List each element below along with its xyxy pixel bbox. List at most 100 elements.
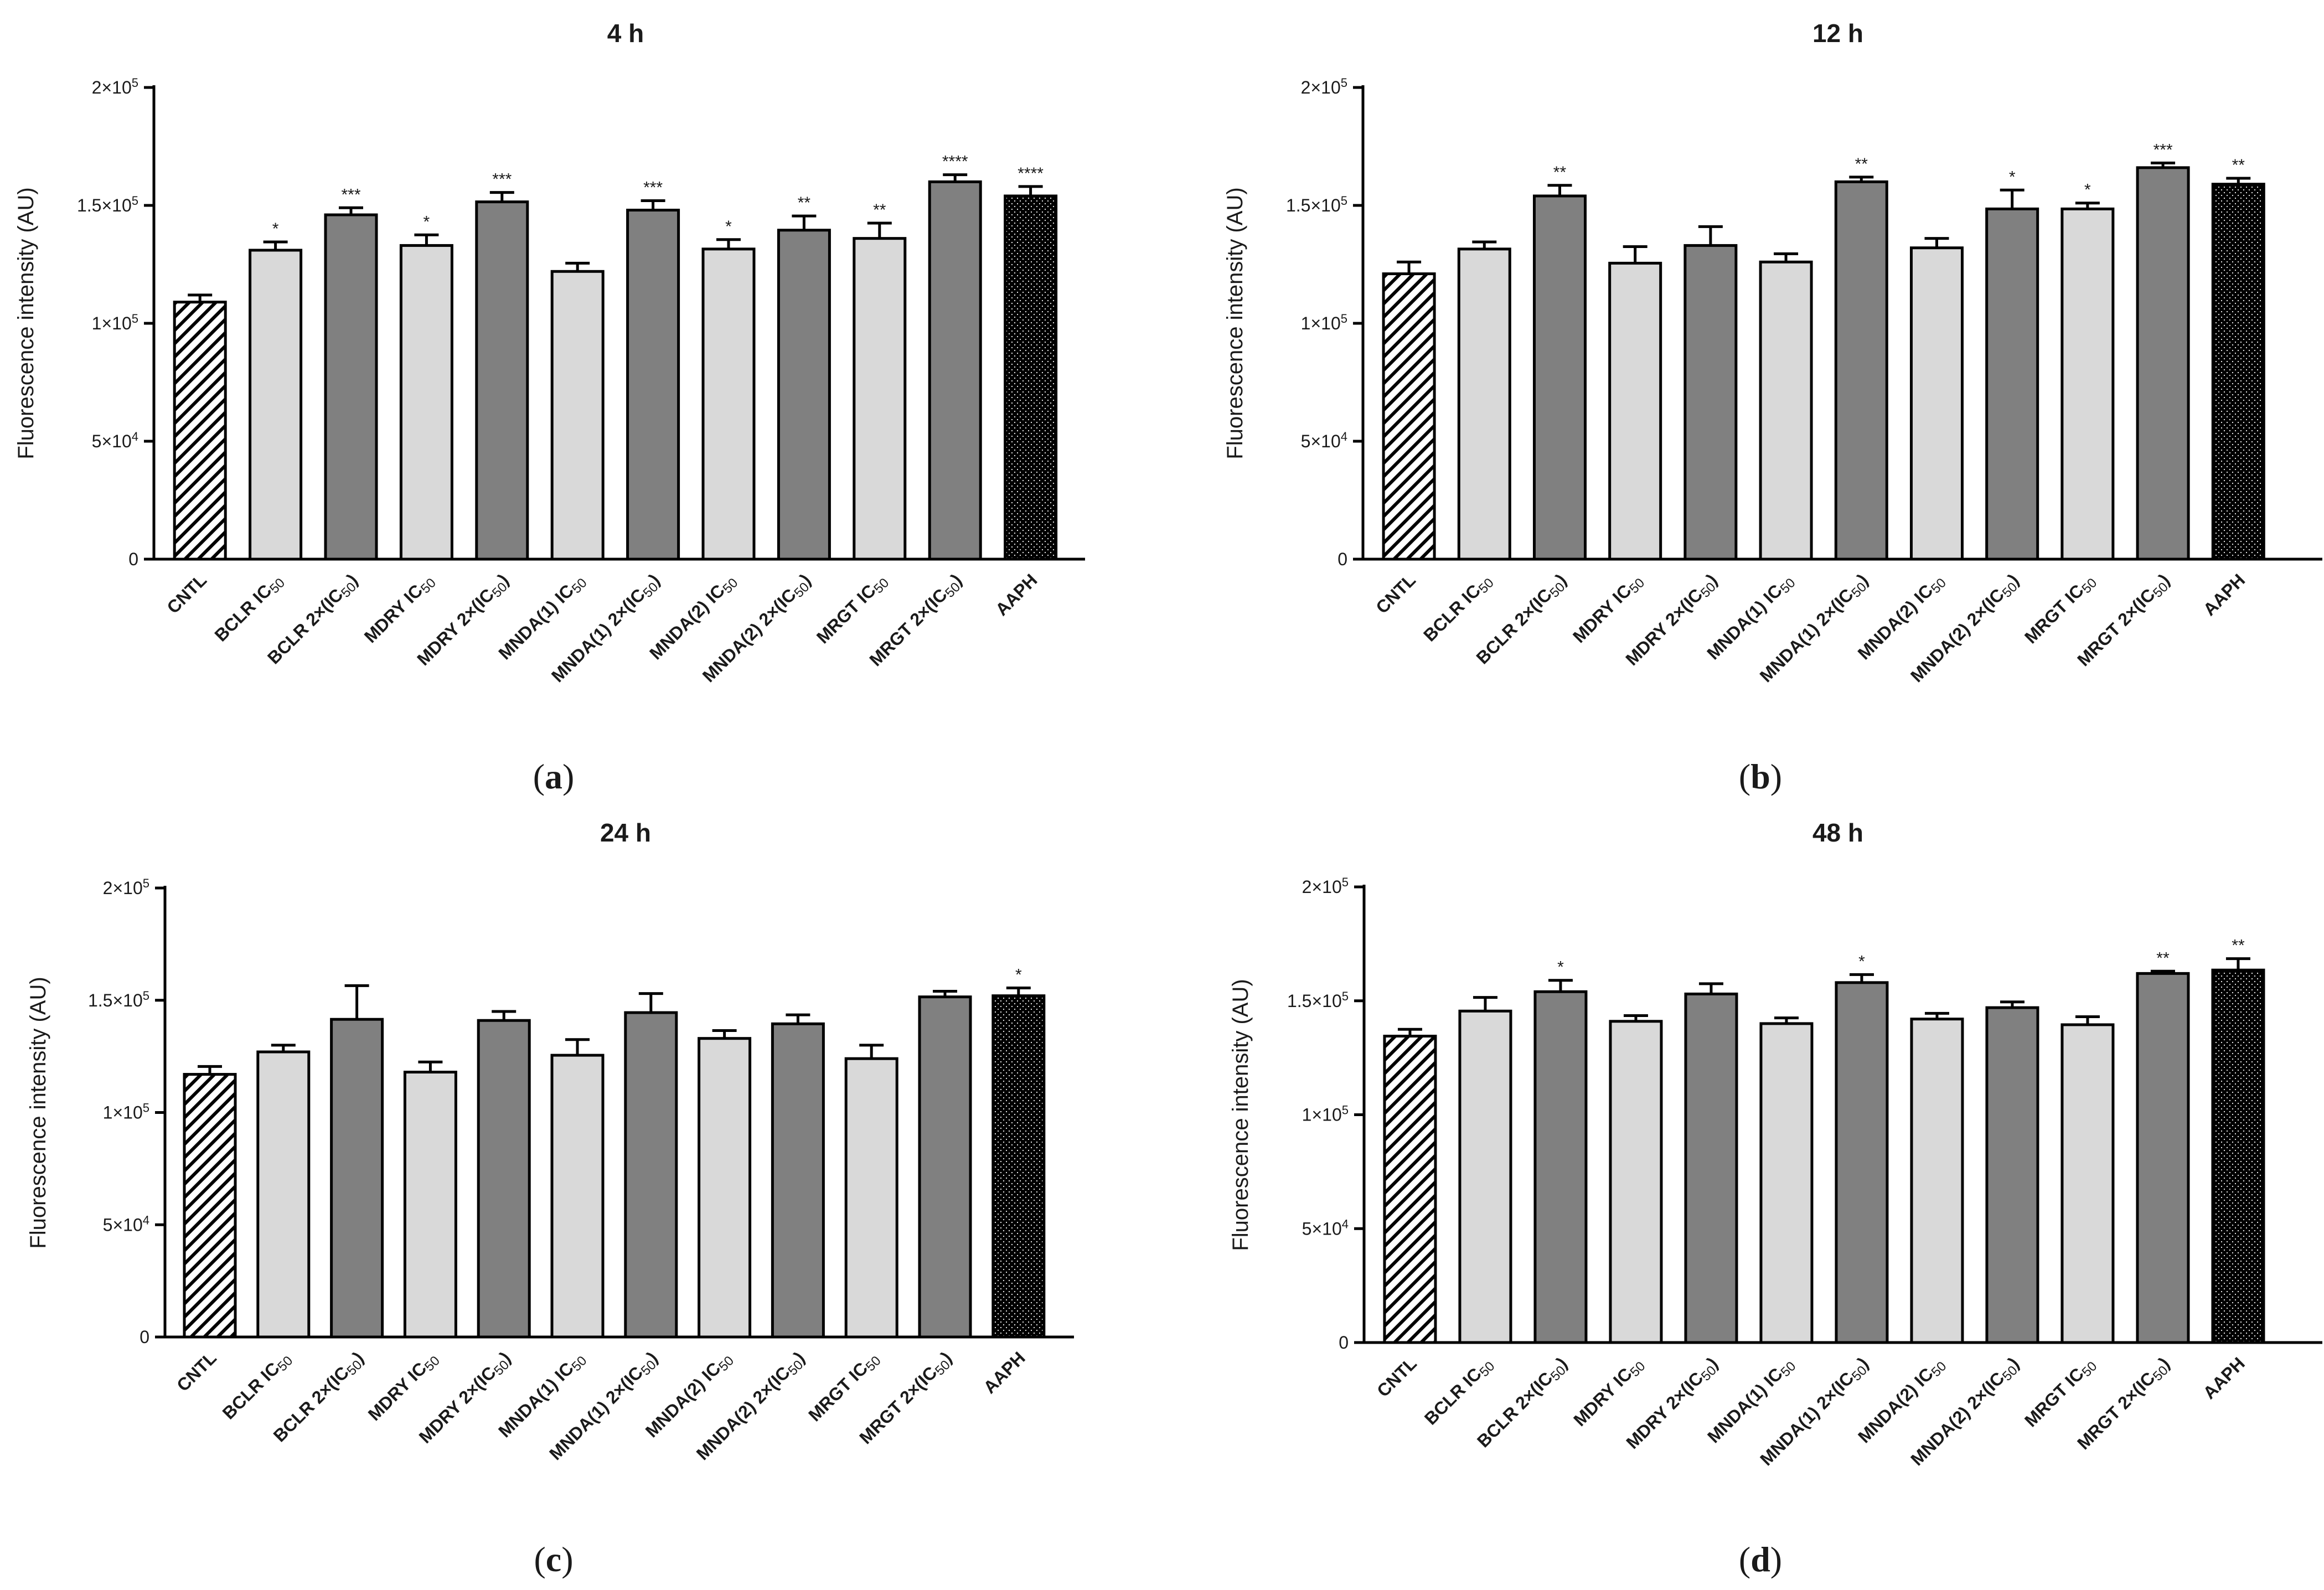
chart-panel-d: 48 h Fluorescence intensity (AU) CNTLBCLR … xyxy=(1228,818,2322,1579)
significance-marker: *** xyxy=(341,185,360,204)
y-tick-label: 1×105 xyxy=(92,312,138,334)
y-tick-label: 1.5×105 xyxy=(1286,194,1347,216)
bar xyxy=(1985,1006,2039,1344)
bar xyxy=(1835,981,1889,1344)
significance-marker: * xyxy=(2084,181,2091,199)
y-tick-label: 0 xyxy=(1337,549,1347,569)
category-label: AAPH xyxy=(979,1348,1029,1397)
bar xyxy=(853,237,907,561)
error-bar xyxy=(2151,161,2176,168)
error-bar xyxy=(2226,177,2251,184)
significance-marker: ** xyxy=(2232,156,2245,174)
bar xyxy=(1533,990,1588,1344)
category-label: BCLR IC50 xyxy=(210,570,288,647)
error-bar xyxy=(565,1038,590,1056)
chart-panel-a: 4 h Fluorescence intensity (AU) CNTL * BCLR … xyxy=(14,19,1085,796)
bar xyxy=(403,1071,457,1339)
panel-letter: (a) xyxy=(533,757,575,796)
significance-marker: * xyxy=(1015,966,1022,984)
significance-marker: *** xyxy=(2153,141,2173,159)
bar xyxy=(991,994,1046,1339)
error-bar xyxy=(792,214,817,230)
bar xyxy=(918,995,972,1339)
error-bar xyxy=(271,1044,296,1052)
category-label: MDRY IC50 xyxy=(360,570,439,648)
significance-marker: * xyxy=(272,220,279,238)
bar xyxy=(256,1050,311,1339)
error-bar xyxy=(492,1010,517,1021)
category-label: MRGT IC50 xyxy=(804,1348,884,1427)
error-bar xyxy=(1006,986,1031,996)
significance-marker: ** xyxy=(1553,163,1567,182)
significance-marker: * xyxy=(424,213,430,231)
significance-marker: ** xyxy=(873,201,886,219)
y-tick-label: 2×105 xyxy=(1301,76,1347,98)
significance-marker: * xyxy=(1557,958,1564,977)
category-label: CNTL xyxy=(173,1348,220,1395)
significance-marker: ** xyxy=(798,194,811,212)
panel-title: 12 h xyxy=(1812,19,1863,48)
bar xyxy=(928,180,982,561)
category-label: CNTL xyxy=(1373,1353,1421,1401)
error-bar xyxy=(867,221,892,239)
category-label: CNTL xyxy=(163,570,210,617)
error-bar xyxy=(1397,260,1422,274)
bar xyxy=(249,249,303,561)
error-bar xyxy=(1698,225,1723,246)
y-axis-label: Fluorescence intensity (AU) xyxy=(1228,979,1253,1251)
bar xyxy=(1004,194,1058,561)
category-label: CNTL xyxy=(1372,570,1419,617)
significance-marker: *** xyxy=(492,171,512,189)
significance-marker: * xyxy=(2009,168,2016,186)
error-bar xyxy=(2225,957,2250,970)
error-bar xyxy=(943,173,968,182)
bar xyxy=(550,270,605,561)
y-tick-label: 2×105 xyxy=(92,76,138,98)
significance-marker: *** xyxy=(643,178,663,197)
bar xyxy=(475,200,529,561)
error-bar xyxy=(786,1013,810,1024)
category-label: BCLR IC50 xyxy=(219,1348,296,1425)
chart-panel-b: 12 h Fluorescence intensity (AU) CNTLBCLR … xyxy=(1223,19,2322,796)
y-tick-label: 1.5×105 xyxy=(77,194,138,216)
y-tick-label: 1×105 xyxy=(1301,312,1347,334)
bar xyxy=(624,1011,678,1339)
y-tick-label: 1.5×105 xyxy=(88,988,149,1010)
error-bar xyxy=(933,990,958,997)
bar xyxy=(2060,1023,2115,1344)
category-label: MRGT IC50 xyxy=(2021,1353,2100,1432)
panel-title: 24 h xyxy=(600,818,651,847)
error-bar xyxy=(641,199,665,210)
y-tick-label: 2×105 xyxy=(103,876,149,899)
category-label: MRGT IC50 xyxy=(2021,570,2100,649)
bar xyxy=(1910,1018,1964,1344)
error-bar xyxy=(1774,252,1799,262)
category-label: MDRY IC50 xyxy=(1569,570,1648,648)
error-bar xyxy=(188,293,213,302)
y-tick-label: 5×104 xyxy=(92,430,138,452)
y-tick-label: 1.5×105 xyxy=(1287,989,1349,1011)
chart-panel-c: 24 h Fluorescence intensity (AU) CNTLBCLR … xyxy=(26,818,1074,1579)
error-bar xyxy=(2000,1000,2025,1008)
significance-marker: * xyxy=(1858,952,1865,970)
bar xyxy=(1909,246,1964,561)
error-bar xyxy=(2075,1015,2100,1025)
error-bar xyxy=(1623,245,1648,264)
y-axis-label: Fluorescence intensity (AU) xyxy=(1223,187,1247,459)
error-bar xyxy=(638,992,663,1013)
error-bar xyxy=(1774,1016,1799,1024)
error-bar xyxy=(1547,184,1572,196)
bar xyxy=(777,229,831,561)
bar xyxy=(2136,972,2190,1344)
error-bar xyxy=(1397,1028,1422,1036)
bar xyxy=(2060,207,2115,561)
category-label: BCLR IC50 xyxy=(1421,1353,1498,1431)
bar xyxy=(771,1022,825,1339)
y-tick-label: 0 xyxy=(140,1327,149,1347)
bar xyxy=(1532,194,1587,561)
bar xyxy=(1457,247,1511,561)
error-bar xyxy=(263,240,288,250)
error-bar xyxy=(716,238,741,249)
category-label: AAPH xyxy=(2199,570,2249,620)
bar xyxy=(2211,968,2265,1344)
